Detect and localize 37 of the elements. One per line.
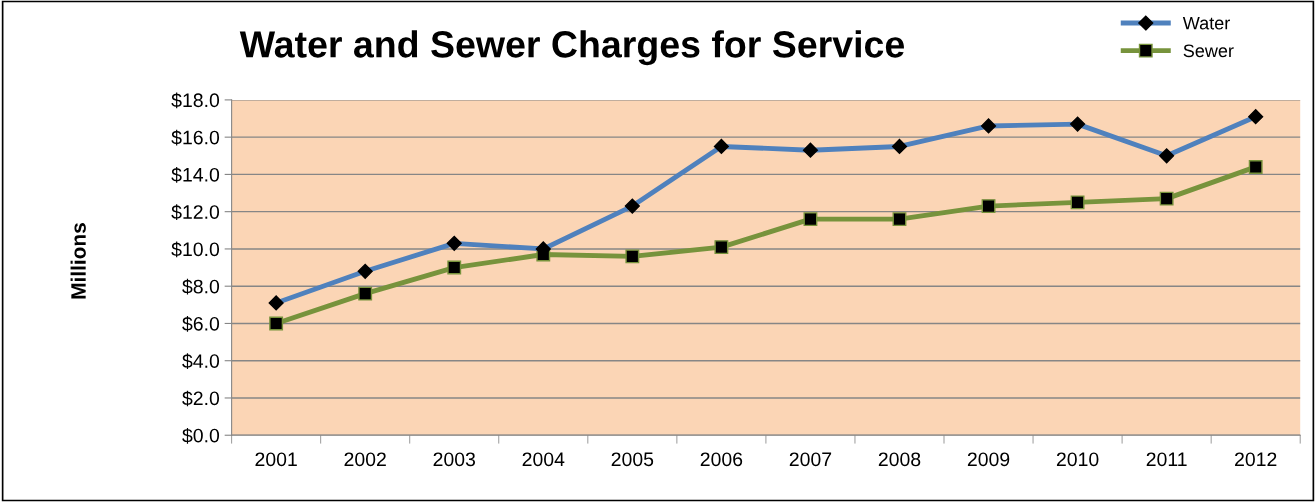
x-tick-label: 2006 — [700, 452, 743, 467]
y-tick-label: $18.0 — [171, 92, 220, 109]
y-tick-label: $10.0 — [171, 241, 220, 258]
x-tick-label: 2011 — [1146, 452, 1187, 467]
legend-label: Water — [1182, 16, 1230, 30]
x-tick-label: 2004 — [522, 452, 565, 467]
point — [1159, 191, 1174, 206]
point — [1248, 160, 1263, 174]
y-tick-label: $16.0 — [171, 129, 220, 146]
point — [892, 212, 907, 227]
y-tick-label: $4.0 — [182, 353, 220, 370]
x-tick-label: 2008 — [878, 452, 921, 467]
point — [981, 199, 996, 214]
point — [1070, 195, 1085, 210]
x-tick-label: 2005 — [611, 452, 654, 467]
point — [269, 316, 284, 331]
chart-title: Water and Sewer Charges for Service — [239, 30, 904, 66]
y-tick-label: $2.0 — [182, 390, 220, 407]
legend-label: Sewer — [1183, 44, 1234, 58]
x-tick-label: 2003 — [433, 452, 476, 467]
y-tick-label: $0.0 — [182, 427, 220, 444]
x-tick-label: 2002 — [344, 452, 386, 467]
point — [714, 240, 729, 255]
x-tick-label: 2012 — [1235, 452, 1277, 467]
x-tick-label: 2001 — [255, 452, 297, 467]
point — [625, 249, 640, 264]
y-tick-label: $8.0 — [182, 278, 220, 295]
point — [358, 286, 373, 301]
x-tick-label: 2009 — [967, 452, 1010, 467]
point — [803, 212, 818, 227]
point — [447, 260, 462, 275]
y-tick-label: $14.0 — [171, 167, 220, 183]
y-tick-label: $12.0 — [171, 204, 220, 221]
y-tick-label: $6.0 — [182, 316, 220, 332]
x-tick-label: 2007 — [789, 452, 832, 467]
x-tick-label: 2010 — [1056, 452, 1099, 467]
y-axis-title: Millions — [70, 223, 86, 299]
